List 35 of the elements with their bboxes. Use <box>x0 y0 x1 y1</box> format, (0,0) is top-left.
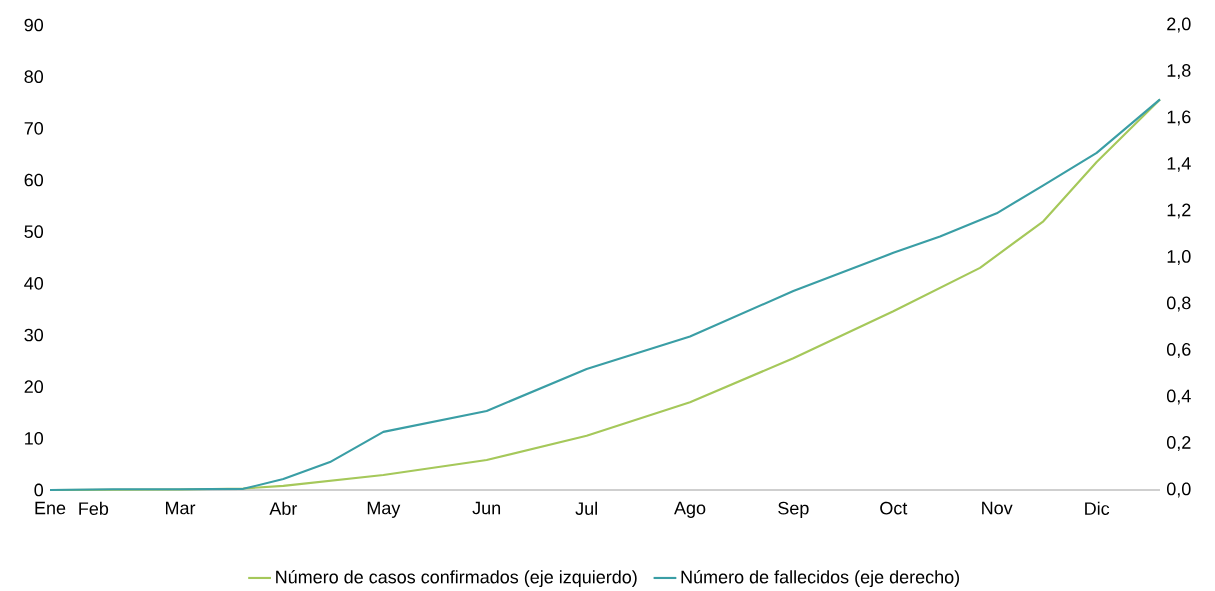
y2-tick-label: 0,6 <box>1166 342 1191 358</box>
y-tick-label: 90 <box>24 18 44 32</box>
y-tick-label: 30 <box>24 328 44 342</box>
y-tick-label: 20 <box>24 380 44 393</box>
y2-tick-label: 1,6 <box>1167 110 1191 126</box>
x-tick-label: Feb <box>79 501 109 515</box>
legend-label: Número de casos confirmados (eje izquierdo) <box>276 569 637 587</box>
x-tick-label: May <box>367 501 401 518</box>
y2-tick-label: 0,2 <box>1166 435 1191 451</box>
x-tick-label: Nov <box>982 501 1013 515</box>
x-tick-label: Mar <box>165 501 196 515</box>
y2-tick-label: 0,4 <box>1166 389 1191 405</box>
x-tick-label: Oct <box>880 501 908 515</box>
x-tick-label: Ene <box>35 501 66 515</box>
y2-tick-label: 1,2 <box>1167 203 1191 219</box>
y2-tick-label: 1,4 <box>1167 157 1191 172</box>
x-tick-label: Jul <box>575 501 597 515</box>
y-tick-label: 70 <box>24 121 44 135</box>
y2-tick-label: 0,0 <box>1166 482 1191 498</box>
y-tick-label: 40 <box>24 276 44 290</box>
y2-tick-label: 1,8 <box>1167 63 1191 79</box>
y2-tick-label: 0,8 <box>1166 296 1191 312</box>
y-tick-label: 0 <box>34 483 44 497</box>
y2-tick-label: 2,0 <box>1167 17 1191 33</box>
y-tick-label: 10 <box>25 431 44 445</box>
x-tick-label: Sep <box>778 501 809 518</box>
x-tick-label: Ago <box>674 501 706 518</box>
y-tick-label: 60 <box>24 173 44 187</box>
x-tick-label: Dic <box>1085 501 1110 515</box>
legend-label: Número de fallecidos (eje derecho) <box>681 569 960 587</box>
y-tick-label: 80 <box>24 70 44 83</box>
y2-tick-label: 1,0 <box>1167 249 1191 265</box>
x-tick-label: Jun <box>472 501 501 515</box>
x-tick-label: Abr <box>269 501 298 515</box>
y-tick-label: 50 <box>24 225 44 238</box>
